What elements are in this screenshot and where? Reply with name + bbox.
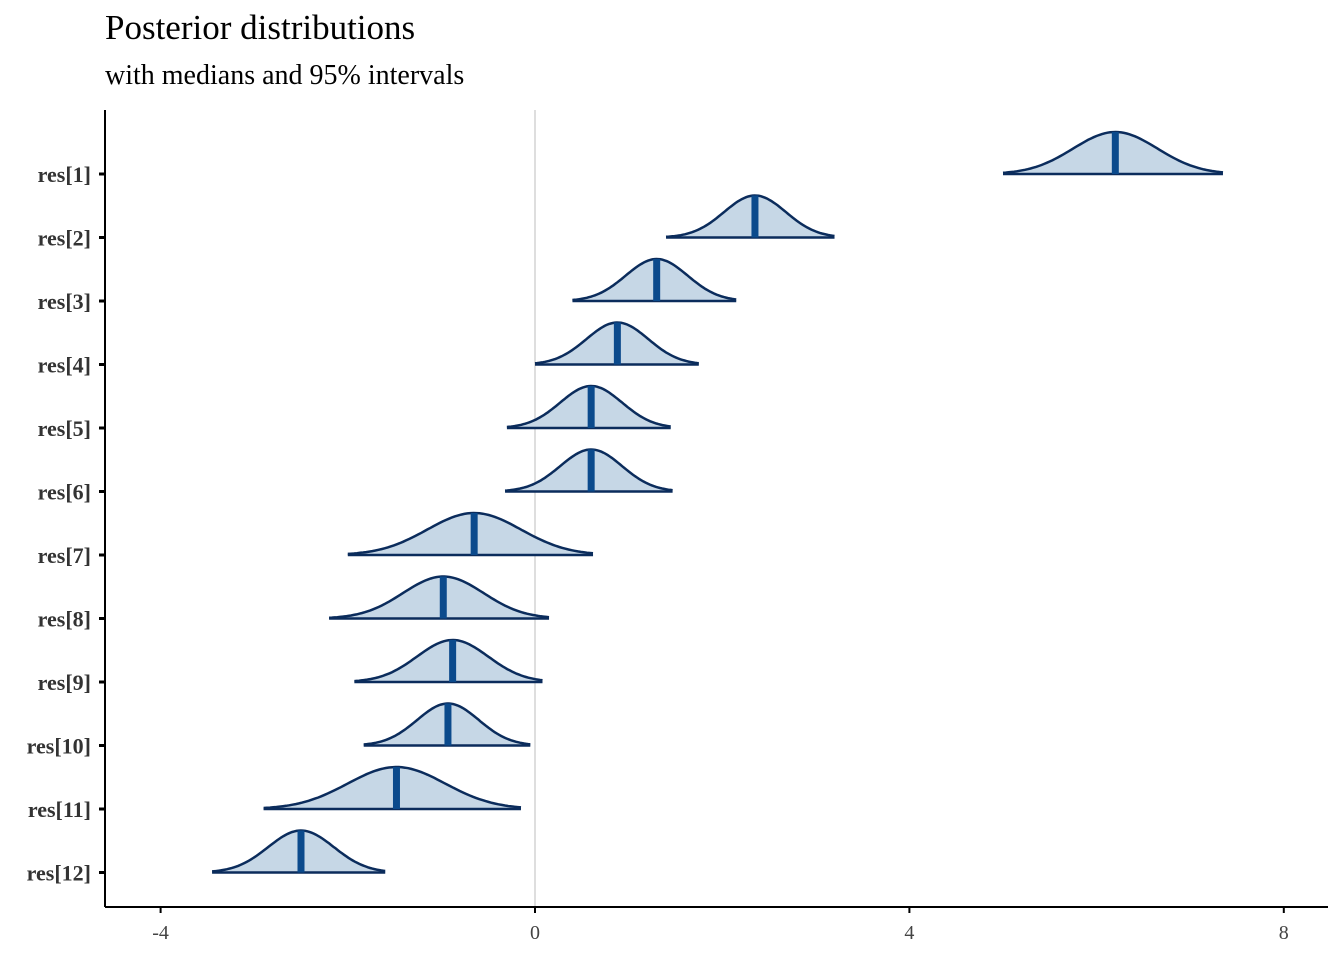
density-area	[354, 640, 543, 682]
y-tick-label: res[1]	[38, 162, 91, 187]
density-outline	[354, 638, 543, 683]
y-tick-label: res[2]	[38, 226, 91, 251]
chart-title: Posterior distributions	[105, 8, 416, 47]
y-tick-label: res[11]	[28, 797, 91, 822]
y-tick-label: res[10]	[27, 734, 91, 759]
x-tick-label: 0	[530, 922, 540, 944]
density-area	[347, 513, 593, 555]
x-tick-label: 4	[904, 922, 914, 944]
density-area	[666, 195, 835, 238]
density-outline	[329, 575, 550, 619]
x-tick-label: 8	[1279, 922, 1289, 944]
density-area	[263, 767, 521, 809]
y-tick-label: res[8]	[38, 607, 91, 632]
chart-subtitle: with medians and 95% intervals	[105, 60, 465, 91]
y-tick-label: res[12]	[27, 861, 91, 886]
y-tick-label: res[5]	[38, 416, 91, 441]
y-tick-label: res[4]	[38, 353, 91, 378]
y-tick-label: res[7]	[38, 543, 91, 568]
y-tick-label: res[9]	[38, 670, 91, 695]
y-tick-label: res[3]	[38, 289, 91, 314]
density-outline	[665, 194, 835, 239]
x-tick-label: -4	[152, 922, 169, 944]
y-tick-label: res[6]	[38, 480, 91, 505]
density-outline	[347, 511, 594, 556]
density-outline	[263, 765, 522, 810]
density-area	[329, 576, 549, 619]
